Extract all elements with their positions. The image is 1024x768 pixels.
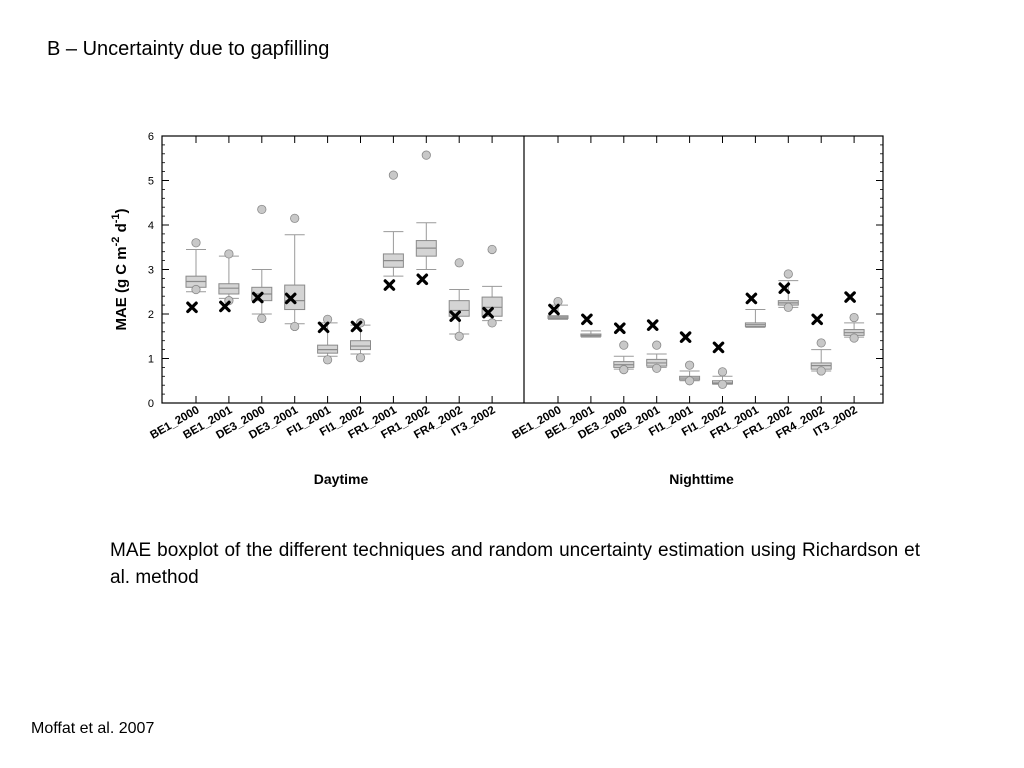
panel-label-nighttime: Nighttime <box>669 471 734 487</box>
box-outlier <box>257 313 267 324</box>
box-outlier <box>191 284 201 295</box>
box-iqr <box>218 283 240 295</box>
box-outlier <box>684 360 695 370</box>
box-outlier <box>783 269 793 279</box>
box-outlier <box>224 249 234 259</box>
box-outlier <box>454 258 464 268</box>
richardson-marker <box>614 322 626 335</box>
figure-caption: MAE boxplot of the different techniques … <box>110 540 920 588</box>
y-tick-label: 1 <box>148 354 154 366</box>
richardson-marker <box>844 291 856 303</box>
richardson-marker <box>350 320 363 333</box>
box-outlier <box>783 302 793 312</box>
richardson-marker <box>186 301 198 314</box>
richardson-marker <box>745 292 758 305</box>
box-outlier <box>290 321 300 332</box>
y-tick-label: 5 <box>148 176 154 188</box>
richardson-marker <box>811 313 823 326</box>
box-outlier <box>355 353 366 363</box>
richardson-marker <box>317 321 330 334</box>
y-axis-label-part: MAE (g C m <box>113 246 130 330</box>
box-outlier <box>717 379 728 389</box>
richardson-marker <box>482 306 494 319</box>
richardson-marker <box>548 303 560 316</box>
richardson-marker <box>646 319 659 331</box>
y-tick-label: 4 <box>148 220 154 232</box>
box-outlier <box>816 366 826 376</box>
box-outlier <box>816 338 826 348</box>
box-iqr <box>350 340 371 351</box>
box-outlier <box>619 340 629 350</box>
y-axis-label-part: d <box>113 223 130 236</box>
y-axis-label-part: ) <box>113 208 130 213</box>
box-iqr <box>481 296 503 317</box>
y-tick-label: 2 <box>148 309 154 321</box>
richardson-marker <box>219 300 231 313</box>
y-axis-label-superscript: -1 <box>110 213 122 223</box>
box-outlier <box>619 365 629 375</box>
box-outlier <box>849 312 859 323</box>
box-outlier <box>290 213 300 223</box>
y-tick-label: 3 <box>148 265 154 277</box>
box-outlier <box>487 244 497 255</box>
slide-title: B – Uncertainty due to gapfilling <box>47 38 330 60</box>
box-outlier <box>191 238 201 248</box>
richardson-marker <box>416 273 429 286</box>
box-outlier <box>388 170 398 180</box>
mae-boxplot-chart: 0 1 2 3 4 5 6 MAE (g C m-2 d-1) BE1_2000 BE1_2001… <box>100 122 900 502</box>
y-axis-label: MAE (g C m-2 d-1) <box>110 208 130 330</box>
y-tick-label: 0 <box>148 398 154 410</box>
box-outlier <box>652 340 662 350</box>
box-outlier <box>257 204 267 215</box>
richardson-marker <box>712 341 725 354</box>
richardson-marker <box>284 292 297 305</box>
richardson-marker <box>778 282 791 294</box>
box-outlier <box>684 376 695 386</box>
richardson-marker <box>252 291 264 304</box>
panel-label-daytime: Daytime <box>314 471 369 487</box>
box-iqr <box>284 284 306 311</box>
box-outlier <box>487 318 497 328</box>
source-citation: Moffat et al. 2007 <box>31 720 155 737</box>
richardson-marker <box>449 310 461 323</box>
richardson-marker <box>679 331 692 343</box>
box-iqr <box>448 300 470 317</box>
box-outlier <box>849 333 859 343</box>
box-outlier <box>421 150 431 160</box>
box-outlier <box>323 355 333 365</box>
box-outlier <box>454 331 464 341</box>
y-tick-label: 6 <box>148 131 154 143</box>
box-outlier <box>717 367 728 377</box>
richardson-marker <box>383 279 396 291</box>
y-axis-label-superscript: -2 <box>110 237 122 247</box>
richardson-marker <box>581 313 593 326</box>
box-outlier <box>652 363 662 373</box>
